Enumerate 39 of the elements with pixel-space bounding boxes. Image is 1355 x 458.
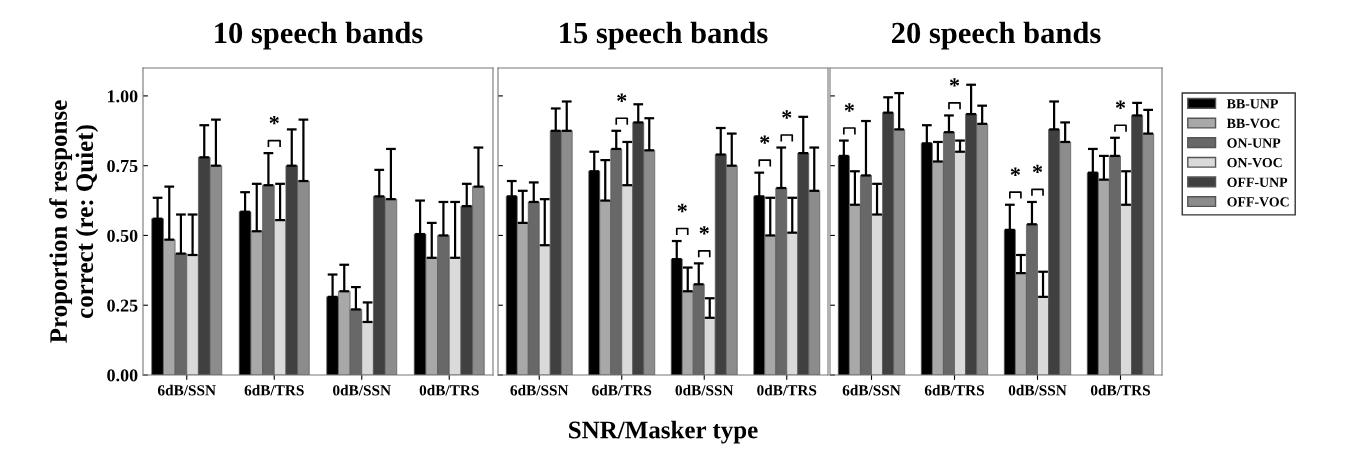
x-tick-label: 0dB/TRS <box>1090 384 1150 396</box>
legend-label: BB-UNP <box>1226 99 1278 109</box>
legend-label: ON-VOC <box>1227 157 1282 168</box>
x-tick-label: 6dB/TRS <box>924 384 984 396</box>
legend-label: OFF-UNP <box>1227 177 1288 187</box>
chart-title: 10 speech bands <box>215 21 423 50</box>
annotation: * <box>1115 100 1126 109</box>
annotation: * <box>269 115 279 125</box>
x-tick-label: 6dB/SSN <box>842 384 901 396</box>
annotation: * <box>782 110 792 119</box>
x-tick-label: 0dB/TRS <box>757 384 817 396</box>
legend-label: BB-VOC <box>1226 118 1280 129</box>
x-tick-label: 6dB/SSN <box>510 384 569 396</box>
x-tick-label: 6dB/SSN <box>157 384 216 396</box>
x-tick-label: 0dB/SSN <box>675 384 734 396</box>
annotation: * <box>1010 167 1020 176</box>
annotation: * <box>949 78 960 87</box>
annotation: * <box>699 226 709 235</box>
y-tick-label: 0.00 <box>107 369 138 382</box>
x-tick-label: 6dB/TRS <box>592 384 652 396</box>
chart-title: 20 speech bands <box>892 21 1101 50</box>
x-axis-title: SNR/Masker type <box>569 420 758 444</box>
x-tick-label: 0dB/SSN <box>1008 384 1067 396</box>
x-tick-label: 6dB/TRS <box>244 384 304 396</box>
annotation: * <box>760 135 770 144</box>
y-tick-label: 0.75 <box>107 159 138 173</box>
x-tick-label: 0dB/TRS <box>419 384 479 396</box>
y-axis-title: Proportion of response correct (re: Quiet) <box>49 100 99 343</box>
annotation: * <box>844 103 854 112</box>
y-tick-label: 1.00 <box>107 90 138 103</box>
annotation: * <box>677 203 687 213</box>
legend-label: OFF-VOC <box>1227 197 1289 207</box>
chart-title: 15 speech bands <box>560 21 768 50</box>
x-tick-label: 0dB/SSN <box>333 384 391 396</box>
annotation: * <box>1032 164 1043 174</box>
y-tick-label: 0.25 <box>107 299 138 312</box>
y-tick-label: 0.50 <box>107 229 138 242</box>
legend-label: ON-UNP <box>1227 138 1281 148</box>
annotation: * <box>617 93 627 102</box>
